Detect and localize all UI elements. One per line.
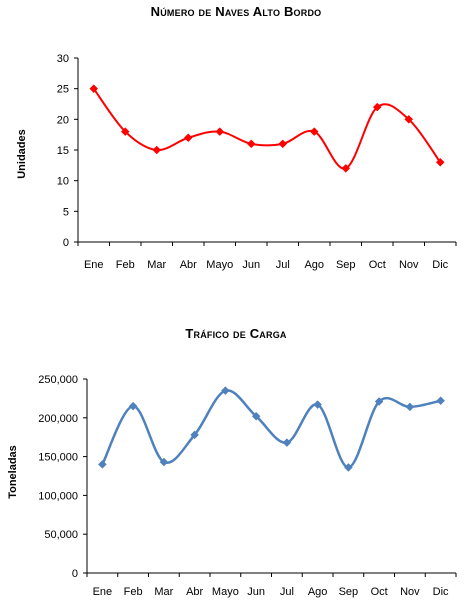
plot-area: 0 5 10 15 20 25 30 Ene Feb Mar Abr Mayo Jun Jul Ago Sep… bbox=[57, 53, 457, 271]
data-point bbox=[89, 84, 99, 94]
y-tick-label: 15 bbox=[57, 145, 69, 157]
chart-title: Número de Naves Alto Bordo bbox=[150, 4, 322, 19]
y-tick-label: 250,000 bbox=[38, 374, 78, 386]
data-point bbox=[221, 386, 230, 395]
data-point bbox=[374, 397, 384, 406]
x-tick-label: Dic bbox=[432, 259, 448, 271]
data-point bbox=[183, 133, 193, 143]
y-tick-label: 100,000 bbox=[38, 490, 78, 502]
y-tick-label: 0 bbox=[72, 568, 78, 580]
data-point bbox=[278, 139, 288, 149]
data-point bbox=[435, 157, 445, 167]
series-line bbox=[92, 88, 442, 170]
data-point bbox=[404, 114, 414, 124]
x-tick-label: Abr bbox=[180, 259, 197, 271]
x-tick-label: Jun bbox=[247, 586, 265, 598]
x-tick-label: Abr bbox=[186, 586, 203, 598]
series-line bbox=[101, 389, 441, 469]
data-point bbox=[152, 145, 162, 155]
x-tick-label: Ago bbox=[308, 586, 328, 598]
y-tick-label: 5 bbox=[63, 206, 69, 218]
data-point bbox=[251, 411, 261, 421]
data-point bbox=[313, 400, 322, 409]
y-tick-label: 200,000 bbox=[38, 413, 78, 425]
x-tick-label: Jul bbox=[276, 259, 290, 271]
data-point bbox=[344, 463, 353, 472]
x-tick-label: Sep bbox=[336, 259, 356, 271]
x-tick-label: Jul bbox=[280, 586, 294, 598]
y-tick-label: 25 bbox=[57, 84, 69, 96]
data-point bbox=[128, 401, 138, 411]
data-point bbox=[372, 102, 382, 112]
x-tick-label: Feb bbox=[124, 586, 143, 598]
y-tick-label: 150,000 bbox=[38, 452, 78, 464]
data-point bbox=[341, 164, 351, 173]
y-tick-label: 50,000 bbox=[44, 529, 78, 541]
x-tick-label: Oct bbox=[371, 586, 388, 598]
data-point bbox=[120, 127, 130, 136]
data-point bbox=[98, 460, 107, 469]
data-point bbox=[309, 127, 319, 136]
x-tick-label: Ene bbox=[84, 259, 104, 271]
x-tick-label: Sep bbox=[339, 586, 359, 598]
x-tick-label: Ene bbox=[93, 586, 113, 598]
data-point bbox=[215, 127, 225, 136]
chart-title: Tráfico de Carga bbox=[185, 326, 287, 341]
plot-area: 0 50,000 100,000 150,000 200,000 250,000 Ene Fe… bbox=[38, 374, 457, 598]
y-tick-label: 30 bbox=[57, 53, 69, 65]
x-tick-label: Mar bbox=[147, 259, 166, 271]
x-tick-label: Ago bbox=[304, 259, 324, 271]
y-tick-label: 0 bbox=[63, 237, 69, 249]
x-tick-label: Nov bbox=[399, 259, 419, 271]
data-point bbox=[282, 438, 292, 447]
x-tick-label: Jun bbox=[242, 259, 260, 271]
x-tick-label: Oct bbox=[369, 259, 386, 271]
data-point bbox=[246, 139, 256, 149]
x-tick-label: Dic bbox=[433, 586, 449, 598]
chart-naves: Número de Naves Alto Bordo Unidades 0 5 10… bbox=[0, 0, 472, 300]
x-tick-label: Mayo bbox=[206, 259, 233, 271]
data-point bbox=[436, 396, 445, 406]
data-point bbox=[405, 402, 415, 412]
y-tick-label: 10 bbox=[57, 176, 69, 188]
x-tick-label: Mayo bbox=[212, 586, 239, 598]
x-tick-label: Mar bbox=[154, 586, 173, 598]
x-tick-label: Nov bbox=[400, 586, 420, 598]
x-tick-label: Feb bbox=[116, 259, 135, 271]
data-point bbox=[190, 430, 199, 440]
y-tick-label: 20 bbox=[57, 114, 69, 126]
chart-carga: Tráfico de Carga Toneladas 0 50,000 100,00… bbox=[0, 318, 472, 610]
data-point bbox=[159, 457, 169, 467]
